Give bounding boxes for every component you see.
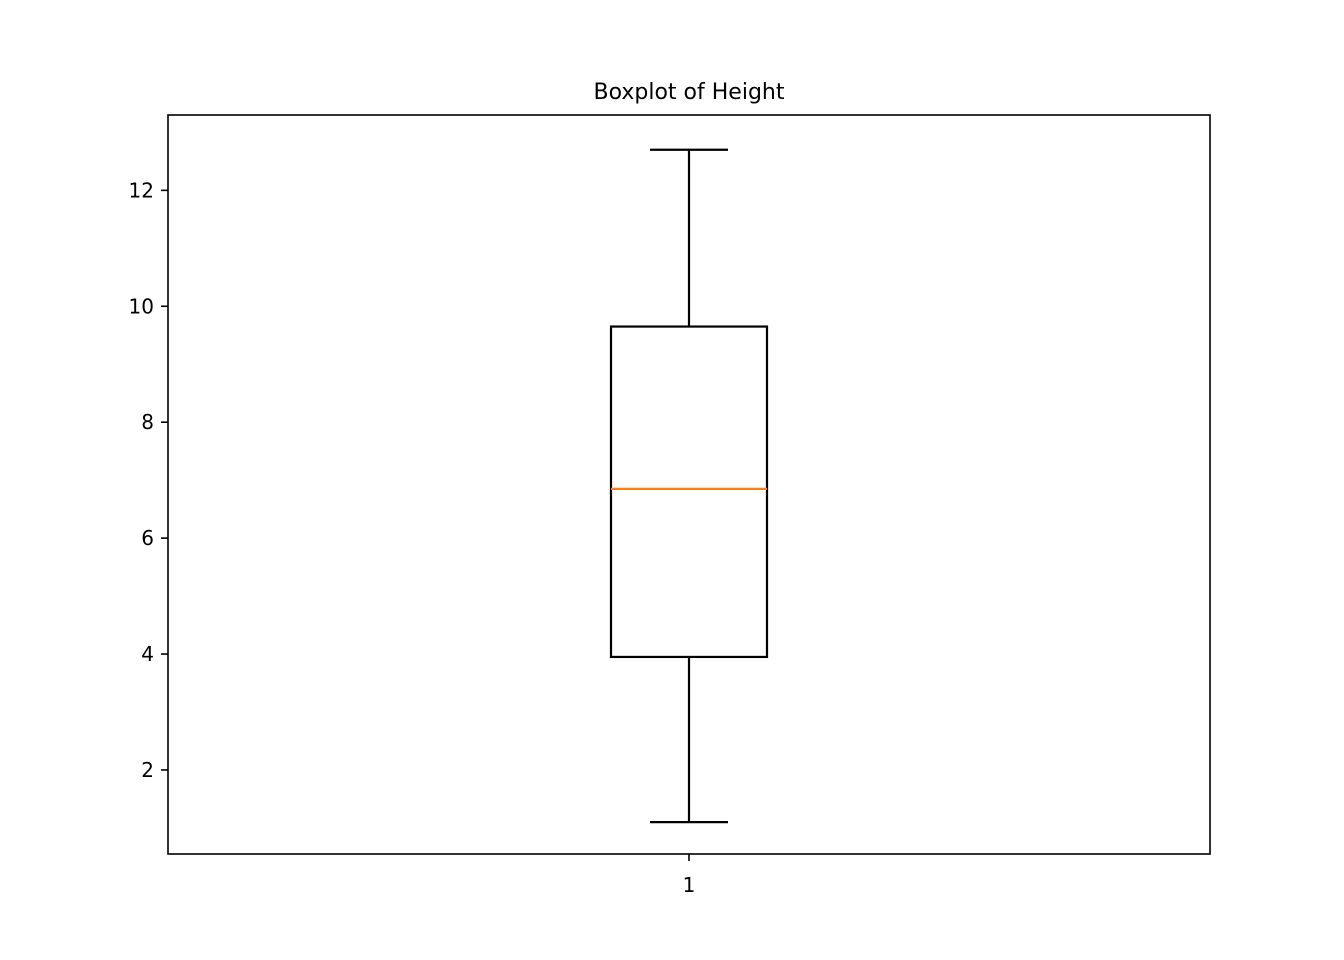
y-tick-label: 2 xyxy=(141,758,154,782)
y-tick-label: 6 xyxy=(141,526,154,550)
y-tick-label: 10 xyxy=(129,294,154,318)
y-axis: 2 4 6 8 10 12 xyxy=(129,178,168,782)
box-iqr xyxy=(609,325,769,659)
x-tick-label: 1 xyxy=(683,873,696,897)
chart-title: Boxplot of Height xyxy=(594,80,785,105)
plot-frame xyxy=(167,114,1211,855)
y-tick-label: 4 xyxy=(141,642,154,666)
box-group xyxy=(609,148,769,824)
x-axis: 1 xyxy=(683,854,696,897)
y-tick-label: 12 xyxy=(129,178,154,202)
y-tick-label: 8 xyxy=(141,410,154,434)
